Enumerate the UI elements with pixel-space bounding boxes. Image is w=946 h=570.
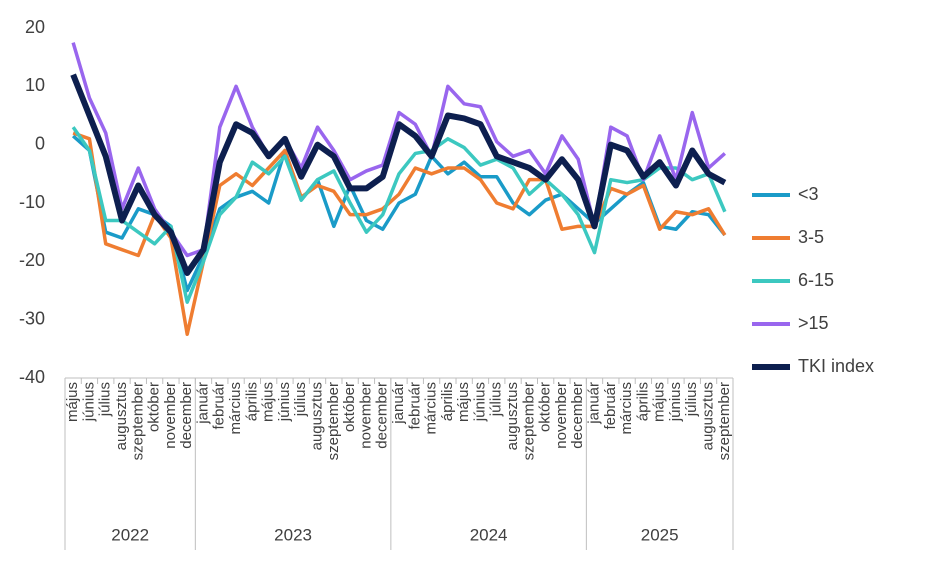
x-tick-label: május: [260, 382, 277, 422]
x-tick-label: július: [683, 382, 700, 417]
x-tick-label: április: [439, 382, 456, 421]
x-tick-label: október: [146, 382, 163, 432]
x-tick-label: január: [390, 382, 407, 425]
x-tick-label: április: [634, 382, 651, 421]
x-tick-label: szeptember: [716, 382, 733, 460]
x-tick-label: október: [537, 382, 554, 432]
x-tick-label: május: [455, 382, 472, 422]
x-tick-label: február: [602, 382, 619, 430]
x-tick-label: február: [406, 382, 423, 430]
group-label: 2022: [111, 525, 149, 544]
x-tick-label: június: [471, 382, 488, 422]
legend-label: TKI index: [798, 356, 874, 376]
series-line: [72, 131, 727, 336]
x-tick-label: április: [243, 382, 260, 421]
group-label: 2024: [470, 525, 508, 544]
x-tick-label: november: [162, 382, 179, 449]
series-line: [70, 73, 727, 276]
x-tick-label: július: [292, 382, 309, 417]
group-label: 2023: [274, 525, 312, 544]
group-label: 2025: [641, 525, 679, 544]
y-tick-label: 10: [25, 75, 45, 95]
x-tick-label: március: [423, 382, 440, 435]
series-line: [71, 126, 727, 304]
series-line: [71, 42, 727, 258]
x-tick-label: március: [227, 382, 244, 435]
x-tick-label: szeptember: [129, 382, 146, 460]
y-tick-label: -10: [19, 192, 45, 212]
x-tick-label: június: [276, 382, 293, 422]
x-tick-label: június: [667, 382, 684, 422]
x-tick-label: augusztus: [504, 382, 521, 450]
x-tick-label: augusztus: [700, 382, 717, 450]
x-tick-label: augusztus: [113, 382, 130, 450]
legend-label: 6-15: [798, 270, 834, 290]
legend-label: 3-5: [798, 227, 824, 247]
legend-label: >15: [798, 313, 829, 333]
y-tick-label: -30: [19, 308, 45, 328]
x-tick-label: július: [488, 382, 505, 417]
x-tick-label: február: [211, 382, 228, 430]
legend-label: <3: [798, 184, 819, 204]
y-tick-label: -40: [19, 367, 45, 387]
y-tick-label: 20: [25, 17, 45, 37]
x-tick-label: november: [553, 382, 570, 449]
x-tick-label: május: [64, 382, 81, 422]
x-tick-label: május: [651, 382, 668, 422]
x-tick-label: január: [194, 382, 211, 425]
x-tick-label: szeptember: [325, 382, 342, 460]
x-tick-label: június: [80, 382, 97, 422]
x-tick-label: október: [341, 382, 358, 432]
y-tick-label: 0: [35, 133, 45, 153]
x-tick-label: szeptember: [520, 382, 537, 460]
x-tick-label: november: [357, 382, 374, 449]
x-tick-label: március: [618, 382, 635, 435]
x-tick-label: december: [178, 382, 195, 449]
x-tick-label: január: [585, 382, 602, 425]
series-line: [71, 134, 727, 293]
x-tick-label: augusztus: [309, 382, 326, 450]
y-tick-label: -20: [19, 250, 45, 270]
x-tick-label: december: [569, 382, 586, 449]
x-tick-label: december: [374, 382, 391, 449]
x-tick-label: július: [97, 382, 114, 417]
